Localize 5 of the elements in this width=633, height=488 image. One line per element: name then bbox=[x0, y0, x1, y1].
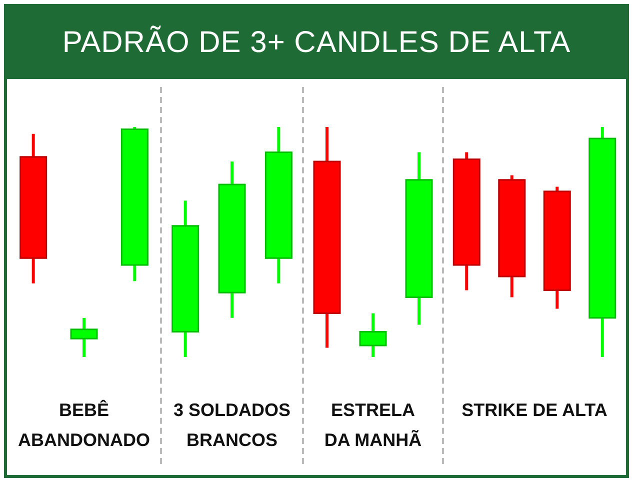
x-axis-title: 3 SOLDADOS BRANCOS bbox=[172, 399, 292, 452]
x-axis-title: STRIKE DE ALTA bbox=[462, 399, 608, 422]
x-axis-title: BEBÊ ABANDONADO bbox=[17, 398, 151, 452]
text: PADRÃO DE 3+ CANDLES DE ALTA bbox=[62, 26, 571, 60]
x-axis-title: ESTRELA DA MANHÃ bbox=[323, 399, 423, 452]
